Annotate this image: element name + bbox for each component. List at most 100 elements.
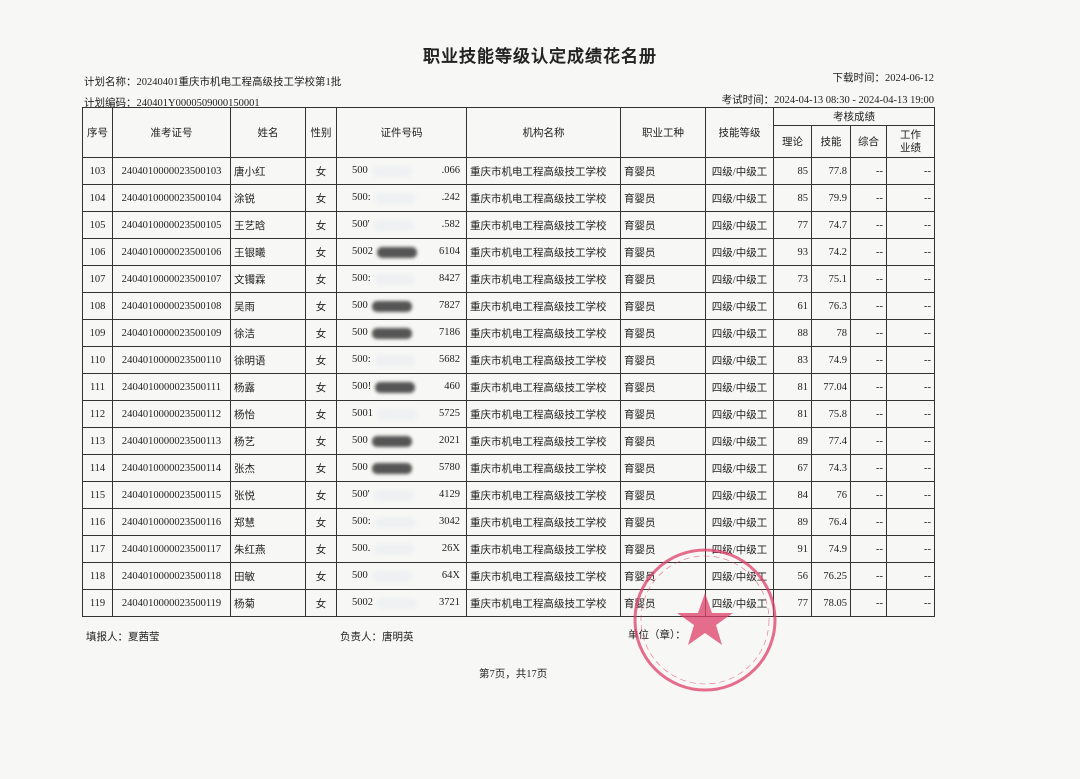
cell-id: .242 500: (336, 184, 467, 212)
cell-occupation: 育婴员 (620, 481, 706, 509)
cell-level: 四级/中级工 (705, 157, 774, 185)
cell-overall: -- (850, 238, 887, 266)
header-skill: 技能 (811, 125, 851, 158)
cell-ticket: 2404010000023500104 (112, 184, 231, 212)
id-prefix: 5002 (352, 597, 373, 609)
id-suffix: 5682 (439, 354, 460, 366)
table-row: 117 2404010000023500117 朱红燕女 26X 500. 重庆市机电工程… (82, 535, 935, 563)
cell-level: 四级/中级工 (705, 535, 774, 563)
cell-seq: 117 (82, 535, 113, 563)
cell-occupation: 育婴员 (620, 589, 706, 617)
cell-seq: 108 (82, 292, 113, 320)
cell-seq: 107 (82, 265, 113, 293)
cell-overall: -- (850, 319, 887, 347)
cell-gender: 女 (305, 292, 337, 320)
cell-ticket: 2404010000023500108 (112, 292, 231, 320)
table-row: 108 2404010000023500108 吴雨女 7827 500 重庆市机电工程高… (82, 292, 935, 320)
plan-name: 计划名称：20240401重庆市机电工程高级技工学校第1批 (84, 77, 342, 88)
cell-seq: 112 (82, 400, 113, 428)
cell-name: 杨怡 (230, 400, 306, 428)
redaction-mask (374, 192, 415, 204)
cell-name: 杨菊 (230, 589, 306, 617)
cell-skill: 79.9 (811, 184, 851, 212)
redaction-mask (371, 570, 412, 582)
cell-skill: 74.9 (811, 535, 851, 563)
cell-org: 重庆市机电工程高级技工学校 (466, 508, 621, 536)
plan-code: 计划编码：240401Y0000509000150001 (84, 98, 260, 109)
cell-name: 唐小红 (230, 157, 306, 185)
cell-org: 重庆市机电工程高级技工学校 (466, 400, 621, 428)
cell-ticket: 2404010000023500111 (112, 373, 231, 401)
cell-theory: 88 (773, 319, 812, 347)
cell-level: 四级/中级工 (705, 184, 774, 212)
cell-org: 重庆市机电工程高级技工学校 (466, 481, 621, 509)
id-suffix: 3721 (439, 597, 460, 609)
page-number: 第7页，共17页 (479, 669, 548, 680)
redaction-mask (373, 219, 414, 231)
cell-work: -- (886, 184, 935, 212)
id-prefix: 5002 (352, 246, 373, 258)
id-prefix: 500. (352, 543, 371, 555)
id-suffix: .242 (441, 192, 460, 204)
id-prefix: 5001 (352, 408, 373, 420)
cell-overall: -- (850, 184, 887, 212)
cell-work: -- (886, 211, 935, 239)
cell-theory: 61 (773, 292, 812, 320)
cell-name: 王艺晗 (230, 211, 306, 239)
score-table: 序号 准考证号 姓名 性别 证件号码 机构名称 职业工种 技能等级 考核成绩 理… (82, 107, 935, 617)
id-prefix: 500 (352, 300, 368, 312)
cell-occupation: 育婴员 (620, 211, 706, 239)
cell-overall: -- (850, 265, 887, 293)
cell-theory: 89 (773, 508, 812, 536)
table-row: 111 2404010000023500111 杨露女 460 500! 重庆市机电工程高… (82, 373, 935, 401)
redaction-mask (371, 165, 412, 177)
id-suffix: 7827 (439, 300, 460, 312)
cell-gender: 女 (305, 184, 337, 212)
cell-occupation: 育婴员 (620, 184, 706, 212)
header-seq: 序号 (82, 107, 113, 158)
cell-org: 重庆市机电工程高级技工学校 (466, 346, 621, 374)
cell-skill: 74.3 (811, 454, 851, 482)
cell-gender: 女 (305, 157, 337, 185)
id-prefix: 500: (352, 354, 371, 366)
cell-name: 吴雨 (230, 292, 306, 320)
cell-id: 2021 500 (336, 427, 467, 455)
cell-skill: 77.4 (811, 427, 851, 455)
cell-gender: 女 (305, 481, 337, 509)
cell-name: 张杰 (230, 454, 306, 482)
cell-seq: 106 (82, 238, 113, 266)
id-suffix: 7186 (439, 327, 460, 339)
cell-work: -- (886, 481, 935, 509)
id-suffix: 460 (444, 381, 460, 393)
table-row: 114 2404010000023500114 张杰女 5780 500 重庆市机电工程高… (82, 454, 935, 482)
table-row: 118 2404010000023500118 田敏女 64X 500 重庆市机电工程高级… (82, 562, 935, 590)
cell-ticket: 2404010000023500112 (112, 400, 231, 428)
cell-occupation: 育婴员 (620, 346, 706, 374)
cell-theory: 89 (773, 427, 812, 455)
cell-level: 四级/中级工 (705, 373, 774, 401)
cell-org: 重庆市机电工程高级技工学校 (466, 319, 621, 347)
id-suffix: 5780 (439, 462, 460, 474)
cell-work: -- (886, 454, 935, 482)
redaction-mask (373, 489, 414, 501)
cell-level: 四级/中级工 (705, 238, 774, 266)
cell-skill: 76.25 (811, 562, 851, 590)
cell-theory: 73 (773, 265, 812, 293)
filler: 填报人：夏茜莹 (86, 632, 160, 643)
cell-skill: 77.8 (811, 157, 851, 185)
cell-theory: 84 (773, 481, 812, 509)
id-suffix: 3042 (439, 516, 460, 528)
cell-skill: 76.3 (811, 292, 851, 320)
cell-seq: 114 (82, 454, 113, 482)
header-overall: 综合 (850, 125, 887, 158)
cell-level: 四级/中级工 (705, 265, 774, 293)
cell-seq: 109 (82, 319, 113, 347)
cell-name: 田敏 (230, 562, 306, 590)
redaction-mask (377, 408, 417, 420)
redaction-mask (374, 543, 415, 555)
cell-skill: 74.9 (811, 346, 851, 374)
cell-skill: 77.04 (811, 373, 851, 401)
header-theory: 理论 (773, 125, 812, 158)
id-suffix: 4129 (439, 489, 460, 501)
table-row: 106 2404010000023500106 王银曦女 6104 5002 重庆市机电工… (82, 238, 935, 266)
